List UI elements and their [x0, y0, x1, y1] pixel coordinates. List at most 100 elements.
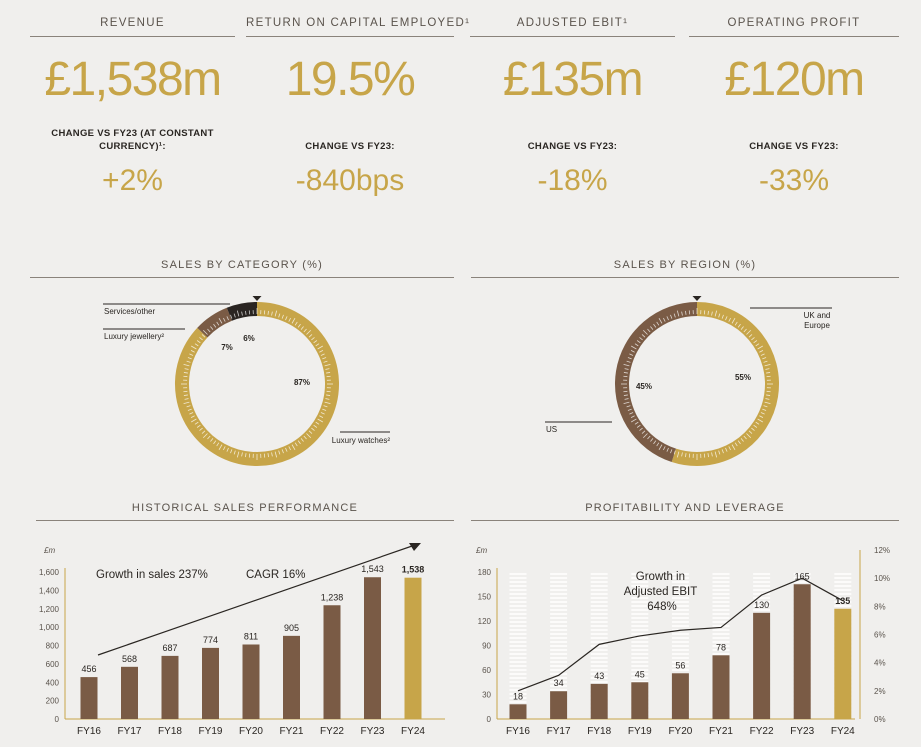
tick-ring [621, 308, 773, 460]
x-tick-label: FY17 [118, 726, 142, 737]
data-label: 1,543 [361, 564, 384, 574]
kpi-value: 19.5% [285, 53, 416, 106]
divider [689, 36, 899, 37]
sales-by-region-title: SALES BY REGION (%) [613, 259, 757, 271]
bar-fy21 [283, 635, 300, 719]
background-column [509, 573, 527, 715]
y-tick-label: 200 [46, 697, 60, 706]
trend-arrow [97, 544, 416, 656]
kpi-change: -840bps [295, 164, 405, 197]
y2-tick-label: 12% [874, 546, 890, 555]
x-tick-label: FY22 [750, 726, 774, 737]
y-tick-label: 0 [487, 715, 492, 724]
data-label: 18 [513, 691, 523, 701]
bar-fy18 [590, 683, 608, 719]
bar-fy16 [509, 704, 527, 719]
bar-fy17 [121, 666, 138, 719]
data-label: 687 [162, 643, 177, 653]
divider [471, 520, 899, 521]
x-tick-label: FY18 [158, 726, 182, 737]
bar-fy22 [753, 612, 771, 719]
data-label: 165 [795, 571, 810, 581]
growth-annotation: Growth in sales 237% [96, 569, 208, 581]
kpi-title: RETURN ON CAPITAL EMPLOYED¹ [246, 17, 471, 29]
data-label: 34 [554, 678, 564, 688]
x-tick-label: FY19 [628, 726, 652, 737]
growth-ebit-annotation: Growth in Adjusted EBIT 648% [624, 571, 701, 613]
y-tick-label: 1,000 [39, 623, 60, 632]
x-tick-label: FY17 [547, 726, 571, 737]
divider [471, 277, 899, 278]
kpi-change-label: CHANGE VS FY23: [305, 141, 395, 152]
data-label-55: 55% [735, 373, 751, 382]
x-tick-label: FY16 [77, 726, 101, 737]
y-tick-label: 180 [478, 568, 492, 577]
data-label: 56 [675, 660, 685, 670]
tick-ring [181, 308, 333, 460]
bar-fy24 [404, 577, 422, 719]
arrow-head-icon [409, 543, 421, 551]
kpi-change: +2% [102, 164, 163, 197]
kpi-title: OPERATING PROFIT [727, 17, 861, 29]
bar-fy23 [793, 584, 811, 719]
y-tick-label: 120 [478, 617, 492, 626]
top-marker-icon [252, 296, 262, 301]
y-tick-label: 30 [482, 691, 491, 700]
data-label-87: 87% [294, 378, 310, 387]
data-label: 1,538 [402, 565, 425, 575]
x-tick-label: FY21 [709, 726, 733, 737]
data-label-6: 6% [243, 334, 255, 343]
bar-fy19 [202, 647, 219, 719]
y-axis-unit: £m [475, 546, 487, 555]
kpi-value: £135m [502, 53, 644, 106]
bar-fy24 [834, 608, 852, 719]
legend-label-uk-europe: UK and Europe [804, 311, 831, 330]
data-label: 1,238 [321, 592, 344, 602]
divider [36, 520, 454, 521]
y-tick-label: 90 [482, 642, 491, 651]
kpi-title: ADJUSTED EBIT¹ [516, 17, 629, 29]
y2-tick-label: 0% [874, 715, 886, 724]
profitability-chart: £m 0 30 60 90 120 150 180 18 FY16 34 FY17 43 FY18 45 F… [475, 546, 890, 737]
divider [470, 36, 675, 37]
x-tick-label: FY24 [831, 726, 855, 737]
data-label: 78 [716, 642, 726, 652]
legend-label-us: US [546, 425, 557, 434]
kpi-change: -18% [537, 164, 608, 197]
kpi-value: £1,538m [44, 53, 222, 106]
kpi-change-label: CHANGE VS FY23 (AT CONSTANT CURRENCY)¹: [51, 128, 214, 152]
x-tick-label: FY22 [320, 726, 344, 737]
sales-by-category-donut: Services/other Luxury jewellery² Luxury … [103, 296, 391, 466]
x-tick-label: FY21 [280, 726, 304, 737]
bar-fy20 [242, 644, 260, 719]
legend-label-services: Services/other [104, 307, 155, 316]
y2-tick-label: 10% [874, 574, 890, 583]
y2-tick-label: 4% [874, 659, 886, 668]
bar-fy19 [631, 682, 649, 719]
bar-fy18 [161, 655, 179, 719]
data-label: 45 [635, 669, 645, 679]
legend-label-watches: Luxury watches² [332, 436, 391, 445]
data-label: 905 [284, 623, 299, 633]
data-label: 135 [835, 596, 850, 606]
y-tick-label: 0 [55, 715, 60, 724]
kpi-title: REVENUE [100, 17, 165, 29]
y-tick-label: 400 [46, 678, 60, 687]
historical-sales-title: HISTORICAL SALES PERFORMANCE [131, 502, 359, 514]
x-tick-label: FY24 [401, 726, 425, 737]
x-tick-label: FY23 [361, 726, 385, 737]
x-tick-label: FY16 [506, 726, 530, 737]
legend-label-jewellery: Luxury jewellery² [104, 332, 164, 341]
annotation-line: 648% [647, 601, 676, 613]
data-label: 811 [244, 631, 258, 641]
bar-fy16 [80, 677, 98, 719]
x-tick-label: FY20 [668, 726, 692, 737]
historical-sales-chart: £m 0 200 400 600 800 1,000 1,200 1,400 1,600 456 F… [39, 543, 445, 737]
y-tick-label: 600 [46, 660, 60, 669]
y2-tick-label: 2% [874, 687, 886, 696]
y-tick-label: 800 [46, 642, 60, 651]
y2-tick-label: 6% [874, 631, 886, 640]
bar-fy17 [550, 691, 568, 719]
y-tick-label: 150 [478, 593, 492, 602]
bar-fy22 [323, 605, 341, 719]
